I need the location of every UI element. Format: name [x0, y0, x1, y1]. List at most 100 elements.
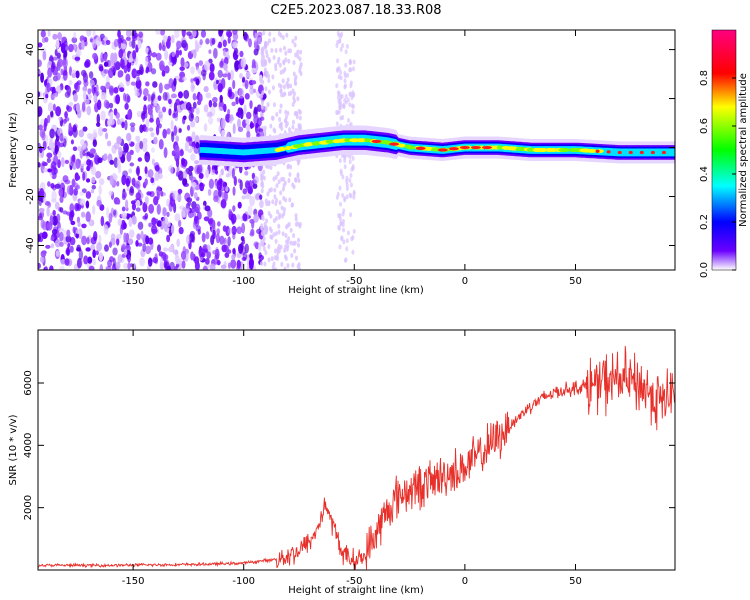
- noise-blob: [76, 216, 81, 224]
- noise-blob: [276, 171, 280, 177]
- noise-blob: [255, 123, 259, 128]
- noise-blob: [348, 159, 352, 165]
- noise-blob: [103, 99, 110, 109]
- noise-blob: [99, 264, 104, 270]
- noise-blob: [213, 47, 218, 59]
- noise-blob: [195, 203, 201, 214]
- noise-blob: [127, 110, 131, 120]
- noise-blob: [116, 118, 121, 125]
- noise-blob: [67, 242, 71, 248]
- noise-blob: [136, 76, 140, 82]
- noise-blob: [280, 205, 284, 211]
- noise-blob: [46, 114, 51, 124]
- noise-blob: [47, 30, 51, 37]
- noise-blob: [162, 34, 168, 43]
- noise-blob: [39, 128, 46, 138]
- noise-blob: [232, 123, 236, 135]
- snr-ticks: -150 -100 -50 0 50 2000 4000 6000: [23, 330, 675, 587]
- snr-panel: -150 -100 -50 0 50 2000 4000 6000 Height of str…: [8, 329, 676, 596]
- noise-blob: [241, 222, 246, 234]
- signal-peak: [628, 150, 633, 155]
- noise-blob: [130, 81, 136, 86]
- noise-blob: [93, 95, 97, 102]
- noise-blob: [294, 81, 298, 87]
- noise-blob: [123, 65, 128, 74]
- noise-blob: [154, 164, 160, 172]
- noise-blob: [225, 30, 232, 38]
- noise-blob: [260, 181, 264, 187]
- noise-blob: [76, 80, 82, 86]
- noise-blob: [292, 91, 296, 97]
- noise-blob: [172, 249, 179, 255]
- noise-blob: [107, 259, 113, 268]
- noise-blob: [253, 241, 260, 248]
- noise-blob: [348, 58, 352, 64]
- noise-blob: [232, 205, 236, 212]
- noise-blob: [351, 109, 355, 115]
- noise-blob: [259, 261, 263, 267]
- noise-blob: [251, 63, 257, 70]
- noise-blob: [185, 102, 192, 111]
- noise-blob: [238, 87, 245, 99]
- noise-blob: [101, 72, 106, 79]
- noise-blob: [115, 94, 121, 105]
- noise-blob: [211, 38, 216, 45]
- noise-blob: [296, 96, 300, 102]
- noise-blob: [274, 238, 278, 244]
- noise-blob: [336, 90, 340, 96]
- noise-blob: [257, 242, 262, 252]
- noise-blob: [42, 161, 48, 167]
- noise-blob: [166, 211, 170, 218]
- signal-patch: [407, 145, 416, 150]
- noise-blob: [50, 236, 55, 241]
- noise-blob: [293, 111, 297, 117]
- noise-blob: [263, 125, 267, 131]
- noise-blob: [98, 184, 102, 196]
- signal-peak: [448, 147, 459, 151]
- noise-blob: [174, 144, 180, 156]
- noise-blob: [219, 60, 224, 68]
- signal-peak: [389, 142, 400, 146]
- noise-blob: [343, 258, 347, 264]
- noise-blob: [62, 59, 67, 66]
- noise-blob: [262, 175, 266, 181]
- noise-blob: [208, 178, 215, 190]
- noise-blob: [80, 163, 85, 169]
- noise-blob: [90, 244, 96, 251]
- noise-blob: [350, 95, 354, 101]
- noise-blob: [202, 200, 207, 207]
- noise-blob: [195, 141, 200, 149]
- noise-blob: [286, 83, 290, 89]
- noise-blob: [158, 173, 163, 180]
- noise-blob: [91, 84, 95, 94]
- noise-blob: [274, 267, 278, 270]
- noise-blob: [118, 48, 124, 59]
- noise-blob: [238, 243, 244, 254]
- noise-blob: [40, 219, 45, 229]
- noise-blob: [135, 180, 141, 190]
- noise-blob: [173, 77, 177, 87]
- noise-blob: [236, 226, 243, 235]
- noise-blob: [291, 119, 295, 125]
- noise-blob: [291, 124, 295, 130]
- noise-blob: [73, 188, 79, 196]
- noise-blob: [86, 105, 91, 116]
- noise-blob: [232, 30, 238, 36]
- noise-blob: [217, 69, 223, 78]
- noise-blob: [46, 157, 51, 164]
- noise-blob: [38, 59, 42, 68]
- noise-blob: [113, 86, 119, 94]
- noise-blob: [292, 95, 296, 101]
- noise-blob: [109, 175, 114, 186]
- noise-blob: [117, 218, 122, 226]
- noise-blob: [339, 201, 343, 207]
- noise-blob: [292, 233, 296, 239]
- noise-blob: [54, 201, 60, 210]
- noise-blob: [124, 103, 129, 110]
- noise-blob: [63, 50, 68, 58]
- noise-blob: [96, 113, 100, 125]
- noise-blob: [214, 169, 219, 175]
- noise-blob: [258, 252, 262, 258]
- noise-blob: [264, 250, 268, 256]
- noise-blob: [117, 254, 123, 264]
